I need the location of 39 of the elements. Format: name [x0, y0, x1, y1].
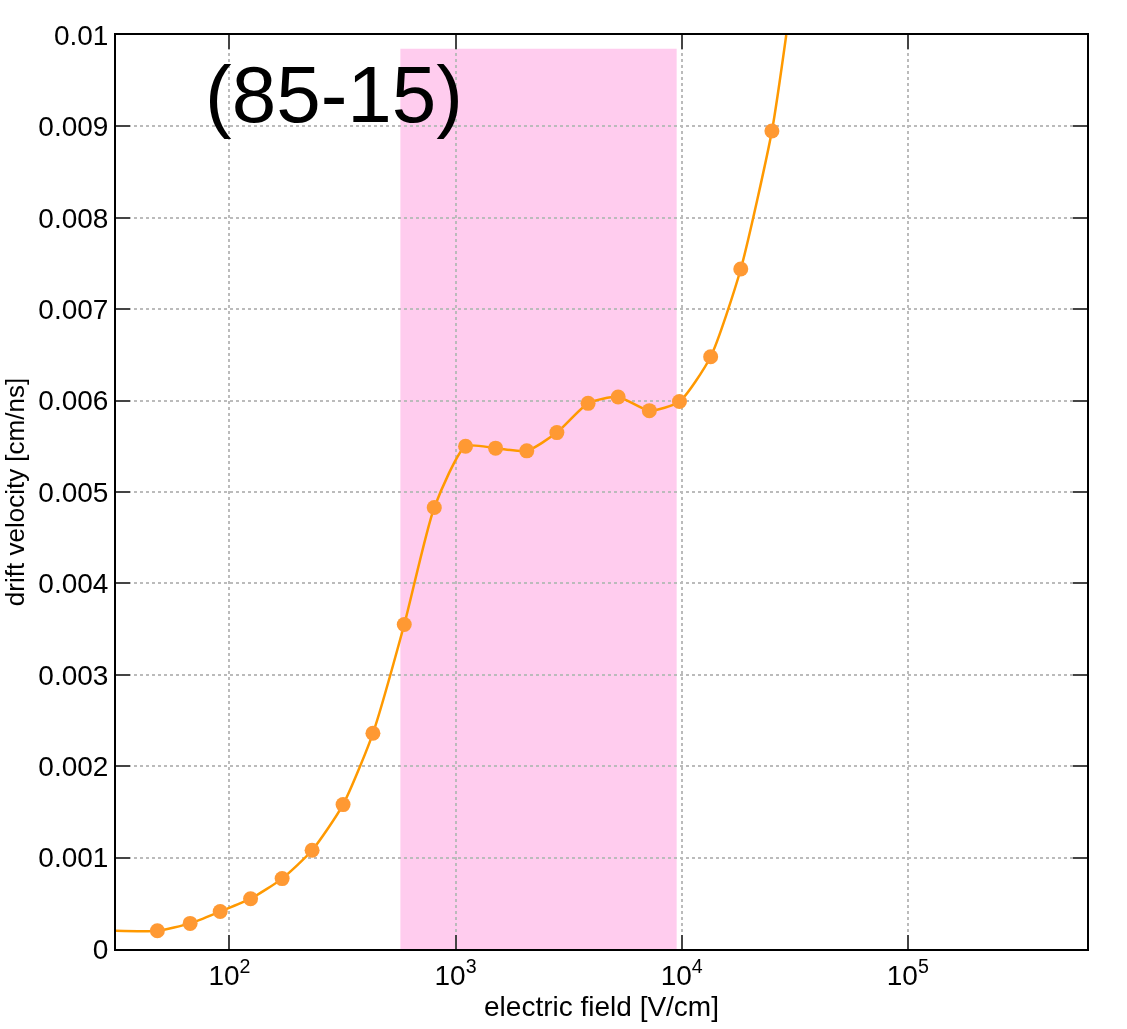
y-tick-label: 0.006 — [38, 385, 109, 417]
point — [304, 842, 320, 858]
y-axis-title: drift velocity [cm/ns] — [0, 377, 30, 607]
point — [243, 891, 259, 907]
point — [182, 915, 198, 931]
point — [549, 425, 565, 441]
y-tick-label: 0.003 — [38, 659, 109, 691]
point — [641, 403, 657, 419]
point — [733, 261, 749, 277]
point — [764, 123, 780, 139]
point — [610, 389, 626, 405]
point — [426, 500, 442, 516]
point — [703, 349, 719, 365]
annotation: (85-15) — [205, 50, 463, 139]
point — [458, 438, 474, 454]
x-tick-label: 10$^{5}$ — [886, 954, 929, 991]
x-tick-label: 10$^{4}$ — [660, 954, 703, 991]
point — [149, 923, 165, 939]
point — [396, 617, 412, 633]
point — [274, 871, 290, 887]
point — [580, 395, 596, 411]
point — [365, 725, 381, 741]
y-tick-label: 0.01 — [53, 19, 109, 51]
x-tick-label: 10$^{3}$ — [434, 954, 477, 991]
point — [335, 797, 351, 813]
x-axis-title: electric field [V/cm] — [484, 990, 719, 1022]
y-tick-label: 0.007 — [38, 294, 109, 325]
y-tick-label: 0.001 — [38, 842, 109, 874]
y-tick-label: 0 — [92, 933, 109, 965]
y-tick-label: 0.002 — [38, 751, 109, 782]
y-tick-label: 0.008 — [38, 202, 109, 234]
point — [671, 394, 687, 409]
point — [488, 440, 504, 456]
y-tick-label: 0.004 — [38, 568, 109, 600]
x-tick-label: 10$^{2}$ — [208, 954, 251, 991]
point — [212, 904, 228, 920]
y-tick-label: 0.009 — [38, 111, 109, 143]
y-tick-label: 0.005 — [38, 476, 109, 508]
point — [519, 443, 535, 459]
